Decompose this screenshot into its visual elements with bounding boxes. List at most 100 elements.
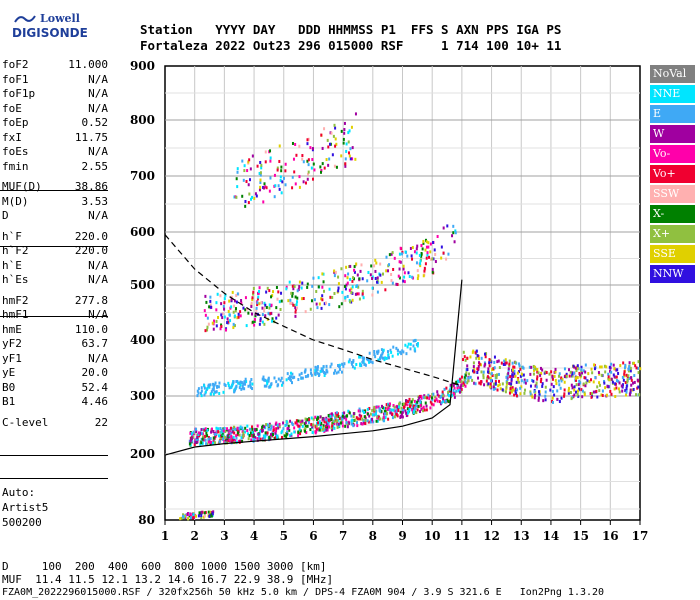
echo-point (404, 343, 407, 347)
echo-point (272, 290, 275, 294)
echo-point (575, 365, 578, 369)
echo-point (434, 260, 437, 264)
echo-point (474, 382, 477, 386)
echo-point (322, 272, 325, 276)
echo-point (329, 142, 332, 146)
echo-point (460, 389, 463, 393)
echo-point (214, 432, 217, 436)
echo-point (340, 154, 343, 158)
echo-point (218, 391, 221, 395)
echo-point (480, 356, 483, 360)
echo-point (280, 291, 283, 295)
echo-point (275, 421, 278, 425)
echo-point (320, 367, 323, 371)
echo-point (279, 379, 282, 383)
echo-point (416, 244, 419, 248)
echo-point (314, 365, 317, 369)
echo-point (630, 376, 633, 380)
echo-point (334, 144, 337, 148)
echo-point (338, 365, 341, 369)
echo-point (249, 385, 252, 389)
echo-point (251, 382, 254, 386)
echo-point (275, 429, 278, 433)
echo-point (343, 128, 346, 132)
echo-point (363, 356, 366, 360)
echo-point (242, 178, 245, 182)
echo-point (220, 430, 223, 434)
echo-point (332, 421, 335, 425)
echo-point (621, 375, 624, 379)
echo-point (268, 189, 271, 193)
echo-point (322, 424, 325, 428)
echo-point (333, 269, 336, 273)
echo-point (262, 186, 265, 190)
echo-point (399, 246, 402, 250)
echo-point (582, 369, 585, 373)
echo-point (315, 428, 318, 432)
echo-point (320, 369, 323, 373)
legend-item: X- (650, 205, 695, 225)
echo-point (261, 306, 264, 310)
echo-point (488, 361, 491, 365)
echo-point (501, 382, 504, 386)
echo-point (263, 182, 266, 186)
echo-point (412, 339, 415, 343)
echo-point (405, 352, 408, 356)
echo-point (563, 394, 566, 398)
echo-point (200, 510, 203, 514)
echo-point (255, 194, 258, 198)
echo-point (258, 188, 261, 192)
echo-point (382, 350, 385, 354)
echo-point (432, 257, 435, 261)
echo-point (350, 300, 353, 304)
echo-point (222, 390, 225, 394)
param-value: N/A (88, 308, 108, 321)
echo-point (323, 289, 326, 293)
echo-point (529, 392, 532, 396)
echo-point (249, 431, 252, 435)
echo-point (377, 417, 380, 421)
echo-point (315, 289, 318, 293)
echo-point (200, 389, 203, 393)
echo-point (483, 383, 486, 387)
echo-point (499, 387, 502, 391)
echo-point (579, 381, 582, 385)
echo-point (224, 384, 227, 388)
echo-point (637, 360, 640, 364)
echo-point (388, 408, 391, 412)
echo-point (190, 516, 193, 520)
echo-point (266, 431, 269, 435)
echo-point (560, 379, 563, 383)
echo-point (219, 327, 222, 331)
echo-point (278, 425, 281, 429)
param-value: N/A (88, 209, 108, 222)
echo-point (205, 442, 208, 446)
echo-point (375, 350, 378, 354)
echo-point (587, 372, 590, 376)
echo-point (220, 434, 223, 438)
echo-point (534, 384, 537, 388)
param-row: foF2 11.000 (2, 58, 108, 73)
legend-item: SSE (650, 245, 695, 265)
echo-point (219, 294, 222, 298)
echo-point (251, 427, 254, 431)
echo-point (516, 378, 519, 382)
echo-point (426, 253, 429, 257)
echo-point (311, 147, 314, 151)
echo-point (322, 280, 325, 284)
echo-point (289, 301, 292, 305)
echo-point (452, 388, 455, 392)
echo-point (598, 372, 601, 376)
echo-point (422, 405, 425, 409)
echo-point (600, 393, 603, 397)
echo-point (227, 429, 230, 433)
echo-point (242, 306, 245, 310)
echo-point (235, 195, 238, 199)
echo-point (325, 428, 328, 432)
echo-point (573, 371, 576, 375)
echo-point (189, 440, 192, 444)
echo-point (197, 514, 200, 518)
echo-point (345, 421, 348, 425)
echo-point (245, 324, 248, 328)
echo-point (424, 401, 427, 405)
